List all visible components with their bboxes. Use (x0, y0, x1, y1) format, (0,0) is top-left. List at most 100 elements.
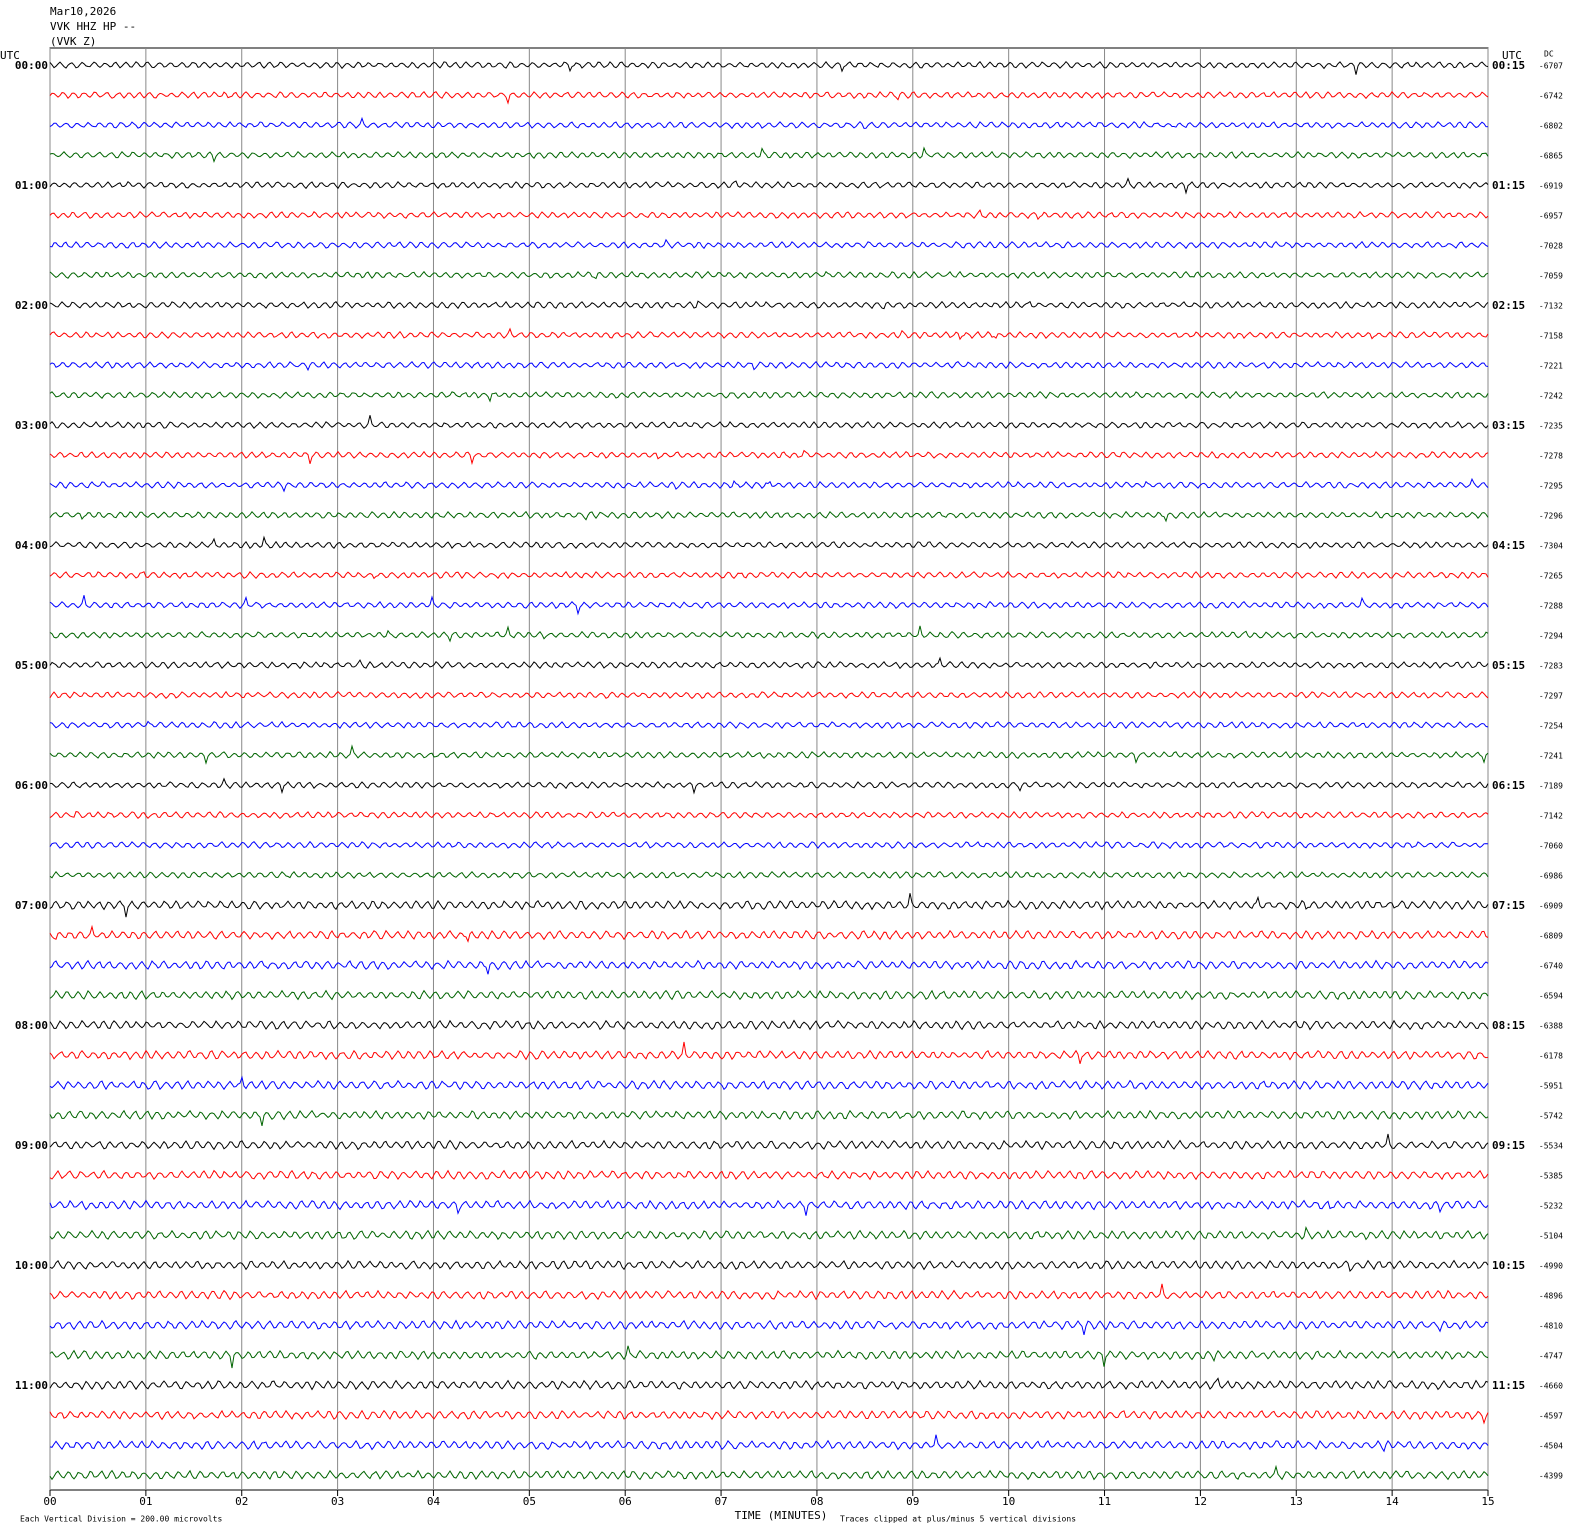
x-tick-label: 13 (1290, 1495, 1303, 1508)
dc-offset: -7295 (1539, 482, 1563, 491)
left-time: 03:00 (15, 419, 48, 432)
right-label: UTC (1502, 49, 1522, 62)
trace (49, 1075, 1489, 1091)
dc-offset: -7296 (1539, 512, 1563, 521)
right-time: 10:15 (1492, 1259, 1525, 1272)
dc-offset: -4597 (1539, 1412, 1563, 1421)
left-time: 05:00 (15, 659, 48, 672)
x-tick-label: 09 (906, 1495, 919, 1508)
dc-offset: -7241 (1539, 752, 1563, 761)
trace (49, 1041, 1489, 1064)
right-time: 09:15 (1492, 1139, 1525, 1152)
header-line: (VVK Z) (50, 35, 96, 48)
left-time: 04:00 (15, 539, 48, 552)
dc-offset: -7242 (1539, 392, 1563, 401)
trace (49, 300, 1489, 310)
trace (49, 870, 1489, 880)
trace (49, 449, 1489, 466)
trace (49, 811, 1489, 820)
right-time: 11:15 (1492, 1379, 1525, 1392)
dc-offset: -7060 (1539, 842, 1563, 851)
trace (49, 1109, 1489, 1127)
trace (49, 238, 1489, 250)
trace (49, 177, 1489, 195)
x-tick-label: 03 (331, 1495, 344, 1508)
dc-offset: -7158 (1539, 332, 1563, 341)
dc-offset: -7059 (1539, 272, 1563, 281)
plot-frame (49, 47, 1489, 1491)
trace (49, 570, 1489, 580)
dc-offset: -5104 (1539, 1232, 1563, 1241)
trace (49, 720, 1489, 730)
right-time: 02:15 (1492, 299, 1525, 312)
trace (49, 270, 1489, 280)
trace (49, 924, 1489, 943)
trace (49, 477, 1489, 493)
trace (49, 1377, 1489, 1391)
trace (49, 415, 1489, 430)
dc-offset: -4896 (1539, 1292, 1563, 1301)
trace (49, 1169, 1489, 1181)
trace (49, 1259, 1489, 1272)
dc-offset: -7189 (1539, 782, 1563, 791)
left-time: 10:00 (15, 1259, 48, 1272)
clip-note: Traces clipped at plus/minus 5 vertical … (840, 1515, 1076, 1524)
right-time: 07:15 (1492, 899, 1525, 912)
dc-offset: -7221 (1539, 362, 1563, 371)
trace (49, 510, 1489, 523)
dc-offset: -6909 (1539, 902, 1563, 911)
trace (49, 1345, 1489, 1369)
dc-offset: -6740 (1539, 962, 1563, 971)
dc-offset: -7297 (1539, 692, 1563, 701)
trace (49, 690, 1489, 700)
trace (49, 893, 1489, 918)
trace (49, 535, 1489, 550)
trace (49, 1226, 1489, 1241)
dc-offset: -4660 (1539, 1382, 1563, 1391)
x-tick-label: 10 (1002, 1495, 1015, 1508)
dc-offset: -4399 (1539, 1472, 1563, 1481)
dc-offset: -6742 (1539, 92, 1563, 101)
trace (49, 1199, 1489, 1216)
trace (49, 840, 1489, 850)
dc-offset: -6865 (1539, 152, 1563, 161)
trace (49, 1019, 1489, 1031)
x-axis-label: TIME (MINUTES) (735, 1509, 828, 1522)
x-tick-label: 08 (810, 1495, 823, 1508)
x-tick-label: 00 (43, 1495, 56, 1508)
trace (49, 60, 1489, 75)
trace (49, 1319, 1489, 1336)
dc-offset: -6957 (1539, 212, 1563, 221)
x-tick-label: 06 (619, 1495, 632, 1508)
left-time: 09:00 (15, 1139, 48, 1152)
x-tick-label: 05 (523, 1495, 536, 1508)
left-time: 11:00 (15, 1379, 48, 1392)
dc-offset: -5534 (1539, 1142, 1563, 1151)
right-time: 05:15 (1492, 659, 1525, 672)
dc-offset: -7142 (1539, 812, 1563, 821)
left-time: 08:00 (15, 1019, 48, 1032)
dc-offset: -6919 (1539, 182, 1563, 191)
trace (49, 1409, 1489, 1425)
x-tick-label: 01 (139, 1495, 152, 1508)
dc-offset: -4990 (1539, 1262, 1563, 1271)
header-line: VVK HHZ HP -- (50, 20, 136, 33)
dc-offset: -6594 (1539, 992, 1563, 1001)
dc-offset: -6986 (1539, 872, 1563, 881)
dc-offset: -7304 (1539, 542, 1563, 551)
dc-offset: -6802 (1539, 122, 1563, 131)
trace (49, 1464, 1489, 1481)
trace (49, 209, 1489, 221)
trace (49, 744, 1489, 765)
header-line: Mar10,2026 (50, 5, 116, 18)
trace (49, 146, 1489, 164)
dc-offset: -4810 (1539, 1322, 1563, 1331)
trace (49, 625, 1489, 643)
dc-offset: -6707 (1539, 62, 1563, 71)
dc-offset: -5385 (1539, 1172, 1563, 1181)
dc-offset: -7278 (1539, 452, 1563, 461)
dc-label: DC (1544, 50, 1554, 59)
x-tick-label: 12 (1194, 1495, 1207, 1508)
left-label: UTC (0, 49, 20, 62)
left-time: 06:00 (15, 779, 48, 792)
